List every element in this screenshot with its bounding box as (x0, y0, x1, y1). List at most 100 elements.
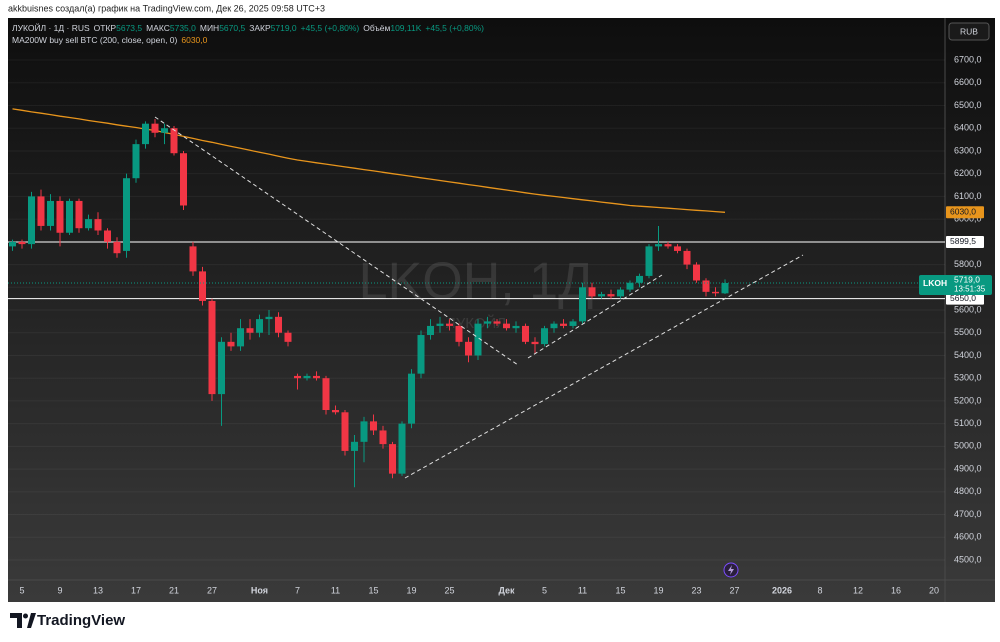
price-label-box (919, 274, 992, 295)
candle-body (474, 323, 482, 356)
horizontal-line-label-box (946, 292, 984, 305)
ma-value: 6030,0 (181, 35, 207, 45)
legend-field-value: 5735,0 (170, 23, 196, 33)
candle-body (560, 323, 567, 326)
candle-body (607, 294, 615, 297)
candle-body (379, 430, 387, 445)
legend-field-value: 5670,5 (219, 23, 245, 33)
x-tick-label: 17 (131, 585, 141, 595)
x-tick-label: 8 (817, 585, 822, 595)
candle-body (123, 178, 130, 251)
candle-body (389, 444, 396, 474)
candle-body (455, 325, 463, 342)
candle-body (303, 375, 311, 379)
y-tick-label: 4500,0 (954, 554, 982, 564)
x-tick-label: 7 (295, 585, 300, 595)
candle-body (702, 280, 710, 292)
y-tick-label: 6600,0 (954, 77, 982, 87)
candle-body (693, 264, 700, 281)
y-tick-label: 5000,0 (954, 441, 982, 451)
candle-body (655, 244, 662, 247)
candle-body (47, 200, 54, 226)
horizontal-line-label: 5899,5 (950, 236, 976, 246)
currency: RUB (960, 26, 978, 36)
y-tick-label: 5400,0 (954, 350, 982, 360)
trendline (527, 274, 663, 359)
candle-body (436, 323, 444, 326)
trendline (154, 116, 519, 366)
candle-body (284, 332, 292, 342)
x-tick-label: 9 (57, 585, 62, 595)
header-text: akkbuisnes создал(а) график на TradingVi… (8, 3, 325, 13)
candle-body (313, 375, 320, 379)
candle-body (161, 128, 168, 133)
x-tick-label: 15 (368, 585, 378, 595)
candle-body (427, 325, 434, 336)
legend-field-name: ЗАКР (249, 23, 271, 33)
candle-body (180, 153, 187, 206)
candle-body (541, 328, 548, 345)
x-tick-label: 11 (331, 585, 340, 595)
ma-label: 6030,0 (950, 207, 976, 217)
candle-body (446, 323, 453, 326)
candle-body (617, 289, 624, 297)
legend-volume-name: Объём (363, 23, 390, 33)
candle-body (256, 319, 263, 333)
candle-body (579, 287, 586, 322)
candle-body (408, 373, 415, 424)
candle-body (626, 282, 634, 290)
x-tick-label: 19 (406, 585, 416, 595)
x-tick-label: 23 (691, 585, 701, 595)
price-label-countdown: 13:51:35 (954, 285, 986, 294)
candle-body (104, 230, 111, 242)
x-tick-label: 11 (578, 585, 587, 595)
candle-body (332, 410, 339, 413)
candle-body (132, 144, 140, 179)
candle-body (417, 335, 425, 374)
footer: TradingView (10, 612, 125, 629)
x-tick-label: 19 (653, 585, 663, 595)
x-tick-label: 5 (19, 585, 24, 595)
x-tick-label: 27 (729, 585, 739, 595)
y-tick-label: 6500,0 (954, 100, 982, 110)
y-tick-label: 4900,0 (954, 463, 982, 473)
candle-body (503, 323, 510, 329)
x-tick-label: 21 (169, 585, 179, 595)
legend-row-2: MA200W buy sell BTC (200, close, open, 0… (12, 35, 208, 45)
currency-button[interactable] (948, 22, 990, 41)
y-tick-label: 5200,0 (954, 395, 982, 405)
x-tick-label: 25 (444, 585, 454, 595)
x-tick-label: 16 (891, 585, 901, 595)
y-tick-label: 6700,0 (954, 54, 982, 64)
logo-mark (10, 613, 22, 628)
horizontal-line-label: 5650,0 (950, 293, 976, 303)
candle-body (531, 341, 539, 345)
candle-body (550, 323, 558, 329)
candle-body (370, 421, 377, 431)
y-tick-label: 5500,0 (954, 327, 982, 337)
legend-volume: 109,11K (390, 23, 421, 33)
candle-body (170, 128, 178, 154)
y-tick-label: 6400,0 (954, 123, 982, 133)
x-tick-label: 20 (929, 585, 939, 595)
candle-body (56, 200, 64, 233)
legend-field-value: 5719,0 (271, 23, 297, 33)
candle-body (37, 196, 45, 226)
logo-mark-dot (23, 613, 28, 619)
legend-row-1: ЛУКОЙЛ · 1Д · RUS ОТКР5673,5 МАКС5735,0 МИН… (12, 22, 484, 33)
legend-field-name: ОТКР (94, 23, 117, 33)
price-label-symbol: LKOH (923, 278, 947, 288)
legend-volume-change: +45,5 (+0,80%) (425, 23, 484, 33)
candle-body (341, 412, 349, 451)
candle-body (569, 321, 577, 326)
candle-body (227, 341, 235, 347)
y-tick-label: 5600,0 (954, 304, 982, 314)
candle-body (85, 219, 92, 229)
candle-body (237, 328, 244, 347)
legend-field-value: 5673,5 (116, 23, 142, 33)
candle-body (208, 300, 216, 395)
candle-body (683, 250, 691, 265)
y-tick-label: 5100,0 (954, 418, 982, 428)
candle-body (712, 291, 719, 294)
